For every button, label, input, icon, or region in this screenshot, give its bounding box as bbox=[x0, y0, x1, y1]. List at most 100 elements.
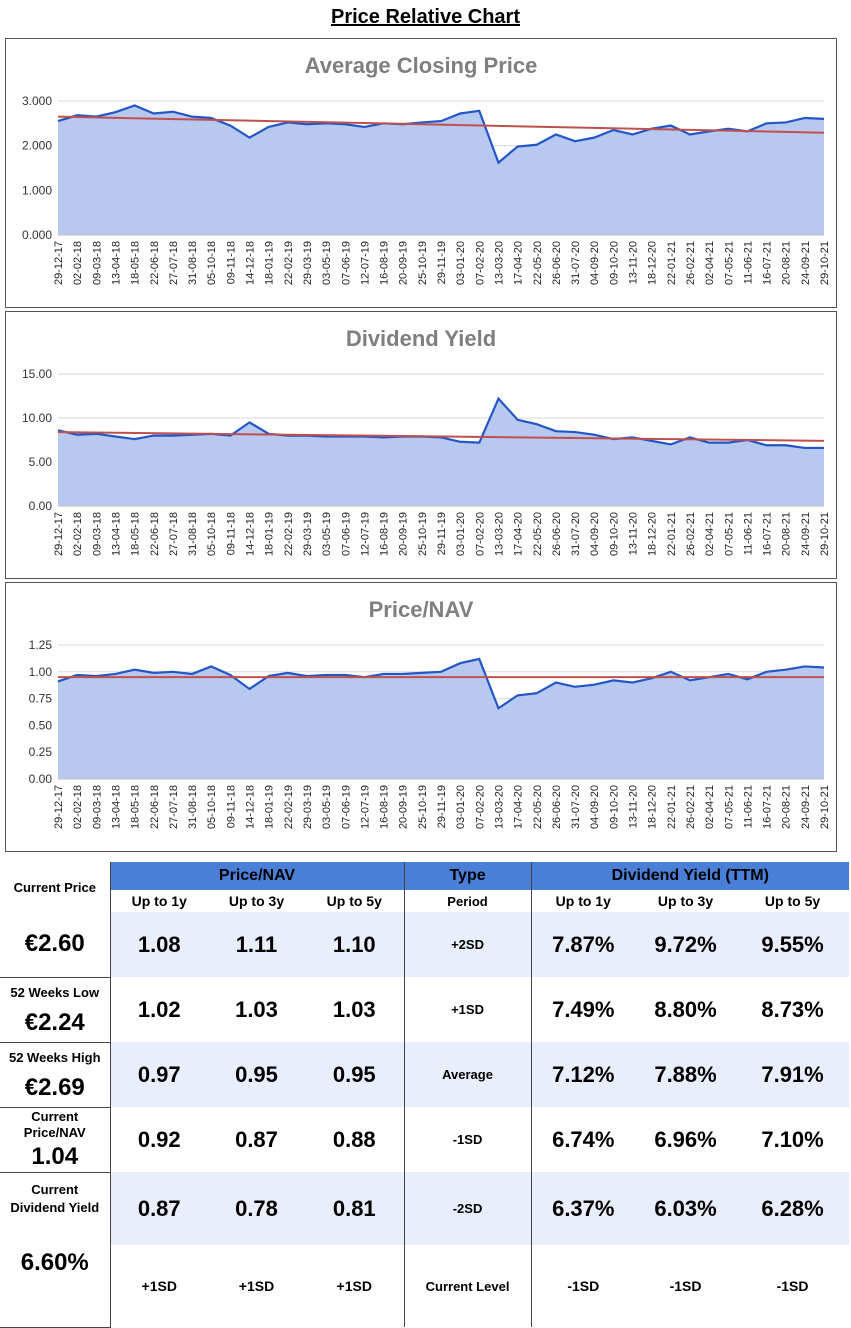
series-area bbox=[58, 398, 824, 506]
x-tick-label: 24-09-21 bbox=[800, 785, 812, 829]
table-cell: 9.55% bbox=[736, 912, 850, 977]
y-tick-label: 1.000 bbox=[22, 183, 52, 197]
x-tick-label: 09-03-18 bbox=[91, 241, 103, 285]
y-tick-label: 1.00 bbox=[29, 665, 53, 679]
table-cell: 0.95 bbox=[305, 1042, 405, 1107]
row-label: +2SD bbox=[403, 912, 532, 977]
dy-current-value: 6.60% bbox=[20, 1248, 89, 1276]
x-tick-label: 27-07-18 bbox=[168, 512, 180, 556]
x-tick-label: 16-07-21 bbox=[762, 241, 774, 285]
x-tick-label: 02-02-18 bbox=[72, 512, 84, 556]
low-cell: 52 Weeks Low €2.24 bbox=[0, 977, 111, 1043]
stats-panel: Current Price Price/NAV Type Dividend Yi… bbox=[0, 862, 851, 1328]
x-tick-label: 25-10-19 bbox=[417, 785, 429, 829]
x-tick-label: 03-05-19 bbox=[321, 512, 333, 556]
x-tick-label: 07-06-19 bbox=[340, 512, 352, 556]
x-tick-label: 13-11-20 bbox=[628, 512, 640, 555]
x-tick-label: 13-03-20 bbox=[493, 241, 505, 285]
x-tick-label: 02-04-21 bbox=[704, 241, 716, 285]
x-tick-label: 20-08-21 bbox=[781, 785, 793, 829]
chart-title: Average Closing Price bbox=[305, 53, 538, 78]
x-tick-label: 24-09-21 bbox=[800, 512, 812, 556]
x-tick-label: 07-05-21 bbox=[723, 785, 735, 829]
pnav-sub-3y: Up to 3y bbox=[228, 893, 285, 909]
pnav-sub-5y: Up to 5y bbox=[326, 893, 382, 909]
y-tick-label: 0.00 bbox=[29, 499, 53, 513]
x-tick-label: 14-12-18 bbox=[245, 241, 257, 285]
x-tick-label: 31-08-18 bbox=[187, 512, 199, 556]
high-label: 52 Weeks High bbox=[8, 1049, 101, 1065]
table-cell: 1.10 bbox=[305, 912, 405, 977]
x-tick-label: 25-10-19 bbox=[417, 512, 429, 556]
table-cell: 7.12% bbox=[531, 1042, 636, 1107]
table-cell: 6.03% bbox=[635, 1172, 737, 1245]
x-tick-label: 18-01-19 bbox=[264, 785, 276, 829]
stats-table: Current Price Price/NAV Type Dividend Yi… bbox=[0, 862, 850, 1328]
x-tick-label: 26-02-21 bbox=[685, 241, 697, 285]
x-tick-label: 07-02-20 bbox=[474, 785, 486, 829]
x-tick-label: 12-07-19 bbox=[359, 512, 371, 556]
x-tick-label: 18-12-20 bbox=[647, 785, 659, 829]
x-tick-label: 22-01-21 bbox=[666, 241, 678, 285]
low-label: 52 Weeks Low bbox=[10, 984, 100, 1000]
pnav-current-cell: Current Price/NAV 1.04 bbox=[0, 1107, 111, 1173]
table-cell: 0.88 bbox=[332, 1126, 376, 1152]
x-tick-label: 09-03-18 bbox=[91, 785, 103, 829]
x-tick-label: 25-10-19 bbox=[417, 241, 429, 285]
x-tick-label: 05-10-18 bbox=[206, 785, 218, 829]
x-tick-label: 04-09-20 bbox=[589, 785, 601, 829]
x-tick-label: 03-05-19 bbox=[321, 785, 333, 829]
y-tick-label: 0.000 bbox=[22, 228, 52, 242]
table-cell: 7.10% bbox=[761, 1126, 824, 1152]
x-tick-label: 29-11-19 bbox=[436, 241, 448, 284]
y-tick-label: 0.75 bbox=[29, 692, 53, 706]
x-tick-label: 22-06-18 bbox=[149, 512, 161, 556]
x-tick-label: 31-08-18 bbox=[187, 785, 199, 829]
x-tick-label: 18-01-19 bbox=[264, 512, 276, 556]
table-cell: 7.91% bbox=[736, 1042, 850, 1107]
current-pnav-1y: +1SD bbox=[141, 1278, 177, 1294]
table-cell: 8.73% bbox=[761, 996, 824, 1022]
y-tick-label: 15.00 bbox=[22, 367, 52, 381]
x-tick-label: 29-03-19 bbox=[302, 785, 314, 829]
x-tick-label: 13-04-18 bbox=[110, 785, 122, 829]
y-tick-label: 0.50 bbox=[29, 718, 53, 732]
chart-svg: Average Closing Price 0.000 1.000 2.000 3.00… bbox=[22, 53, 831, 285]
x-tick-label: 22-02-19 bbox=[283, 241, 295, 285]
x-tick-label: 29-10-21 bbox=[819, 512, 831, 556]
x-tick-label: 16-08-19 bbox=[379, 241, 391, 285]
y-tick-label: 1.25 bbox=[29, 638, 53, 652]
x-tick-label: 22-05-20 bbox=[532, 785, 544, 829]
x-tick-label: 13-04-18 bbox=[110, 241, 122, 285]
x-tick-label: 20-08-21 bbox=[781, 512, 793, 556]
y-tick-label: 5.00 bbox=[29, 455, 53, 469]
x-tick-label: 18-12-20 bbox=[647, 241, 659, 285]
pnav-sub-1y: Up to 1y bbox=[131, 893, 187, 909]
x-tick-label: 03-01-20 bbox=[455, 241, 467, 285]
x-tick-label: 20-09-19 bbox=[398, 241, 410, 285]
row-label: +1SD bbox=[403, 977, 532, 1042]
x-tick-label: 24-09-21 bbox=[800, 241, 812, 285]
table-cell: 1.08 bbox=[110, 912, 208, 977]
table-cell: 0.81 bbox=[305, 1172, 405, 1245]
x-tick-label: 26-02-21 bbox=[685, 512, 697, 556]
x-tick-label: 20-09-19 bbox=[398, 512, 410, 556]
current-pnav-3y: +1SD bbox=[238, 1278, 275, 1294]
y-tick-label: 0.00 bbox=[29, 772, 53, 786]
x-tick-label: 07-05-21 bbox=[723, 512, 735, 556]
x-tick-label: 26-06-20 bbox=[551, 512, 563, 556]
x-tick-label: 12-07-19 bbox=[359, 241, 371, 285]
price-nav-chart: Price/NAV 0.00 0.25 0.50 0.75 1.00 1.25 29-12-1… bbox=[5, 582, 837, 852]
x-tick-label: 27-07-18 bbox=[168, 785, 180, 829]
x-tick-label: 22-05-20 bbox=[532, 512, 544, 556]
x-tick-label: 14-12-18 bbox=[245, 512, 257, 556]
x-tick-label: 09-11-18 bbox=[225, 785, 237, 828]
x-tick-label: 17-04-20 bbox=[513, 512, 525, 556]
chart-svg: Dividend Yield 0.00 5.00 10.00 15.00 29-12-17… bbox=[22, 326, 831, 556]
x-tick-label: 09-10-20 bbox=[608, 785, 620, 829]
table-cell: 0.78 bbox=[208, 1172, 305, 1245]
x-tick-label: 26-06-20 bbox=[551, 785, 563, 829]
x-tick-label: 04-09-20 bbox=[589, 512, 601, 556]
x-tick-label: 13-11-20 bbox=[628, 785, 640, 828]
table-cell: 7.87% bbox=[531, 912, 636, 977]
